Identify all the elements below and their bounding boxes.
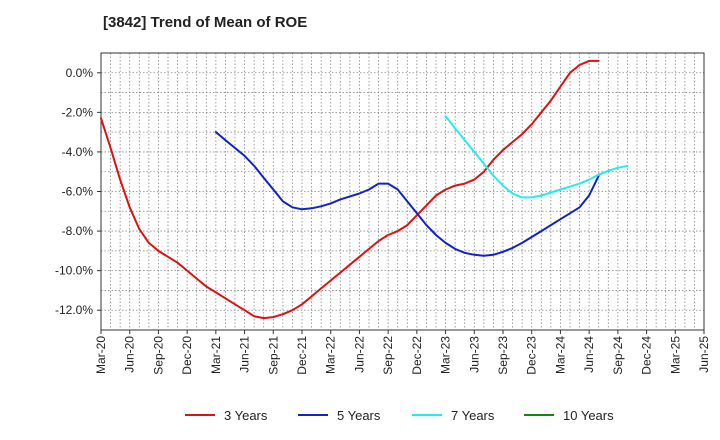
x-tick-label: Jun-24 <box>582 336 596 373</box>
legend-label: 5 Years <box>337 408 381 423</box>
x-tick-label: Mar-20 <box>94 336 108 374</box>
chart-title: [3842] Trend of Mean of ROE <box>103 14 308 31</box>
x-tick-label: Sep-21 <box>266 336 280 375</box>
x-tick-label: Sep-24 <box>611 336 625 375</box>
y-tick-label: 0.0% <box>66 66 94 80</box>
x-tick-label: Mar-24 <box>553 336 567 374</box>
y-tick-label: -2.0% <box>62 105 94 119</box>
x-tick-label: Sep-20 <box>151 336 165 375</box>
x-tick-label: Sep-22 <box>381 336 395 375</box>
x-tick-label: Dec-24 <box>640 336 654 375</box>
legend-label: 10 Years <box>563 408 614 423</box>
y-tick-label: -12.0% <box>55 303 93 317</box>
y-tick-label: -6.0% <box>62 185 94 199</box>
x-tick-label: Dec-23 <box>525 336 539 375</box>
x-tick-label: Sep-23 <box>496 336 510 375</box>
legend-label: 7 Years <box>451 408 495 423</box>
series-line-5-years <box>214 131 600 257</box>
x-tick-label: Jun-22 <box>352 336 366 373</box>
y-tick-label: -4.0% <box>62 145 94 159</box>
x-tick-label: Dec-20 <box>180 336 194 375</box>
x-tick-label: Jun-23 <box>467 336 481 373</box>
legend-label: 3 Years <box>224 408 268 423</box>
y-tick-label: -10.0% <box>55 264 93 278</box>
series-line-7-years <box>444 115 629 199</box>
x-tick-label: Jun-20 <box>123 336 137 373</box>
x-tick-label: Mar-23 <box>439 336 453 374</box>
x-tick-label: Mar-21 <box>209 336 223 374</box>
x-tick-label: Dec-21 <box>295 336 309 375</box>
series-line-3-years <box>100 59 600 320</box>
x-tick-label: Mar-22 <box>324 336 338 374</box>
x-tick-label: Jun-21 <box>238 336 252 373</box>
y-tick-label: -8.0% <box>62 224 94 238</box>
x-tick-label: Dec-22 <box>410 336 424 375</box>
x-tick-label: Mar-25 <box>668 336 682 374</box>
x-tick-label: Jun-25 <box>697 336 711 373</box>
